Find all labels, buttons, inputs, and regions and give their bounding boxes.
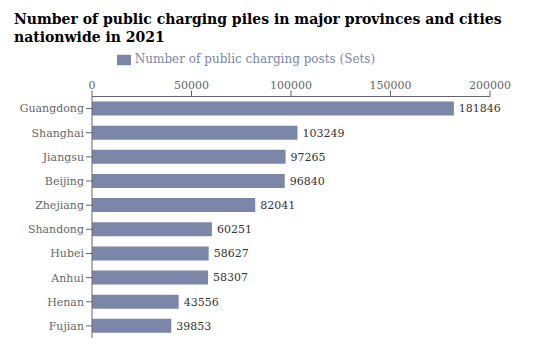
- svg-text:58307: 58307: [213, 271, 248, 284]
- svg-text:50000: 50000: [174, 79, 209, 92]
- svg-text:100000: 100000: [270, 79, 312, 92]
- svg-text:Henan: Henan: [47, 296, 84, 309]
- svg-text:43556: 43556: [184, 296, 219, 309]
- svg-text:150000: 150000: [370, 79, 412, 92]
- svg-text:58627: 58627: [214, 247, 249, 260]
- svg-text:Hubei: Hubei: [50, 247, 84, 260]
- svg-text:96840: 96840: [290, 175, 325, 188]
- svg-text:97265: 97265: [291, 151, 326, 164]
- svg-text:Anhui: Anhui: [50, 272, 84, 285]
- html-text:Number of public charging pile: Number of public charging piles in major…: [14, 11, 502, 45]
- svg-text:Fujian: Fujian: [49, 320, 84, 333]
- svg-text:Shandong: Shandong: [28, 223, 84, 236]
- svg-text:Zhejiang: Zhejiang: [35, 199, 84, 212]
- svg-text:103249: 103249: [302, 127, 344, 140]
- svg-text:200000: 200000: [469, 79, 511, 92]
- svg-text:82041: 82041: [260, 199, 295, 212]
- svg-text:Shanghai: Shanghai: [32, 127, 85, 140]
- svg-text:0: 0: [89, 79, 96, 92]
- svg-text:Beijing: Beijing: [45, 175, 84, 188]
- svg-text:39853: 39853: [176, 320, 211, 333]
- svg-text:60251: 60251: [217, 223, 252, 236]
- html-text:Number of public charging post: Number of public charging posts (Sets): [134, 52, 376, 66]
- svg-text:181846: 181846: [459, 102, 501, 115]
- svg-text:Guangdong: Guangdong: [20, 102, 84, 115]
- svg-text:Jiangsu: Jiangsu: [42, 151, 84, 164]
